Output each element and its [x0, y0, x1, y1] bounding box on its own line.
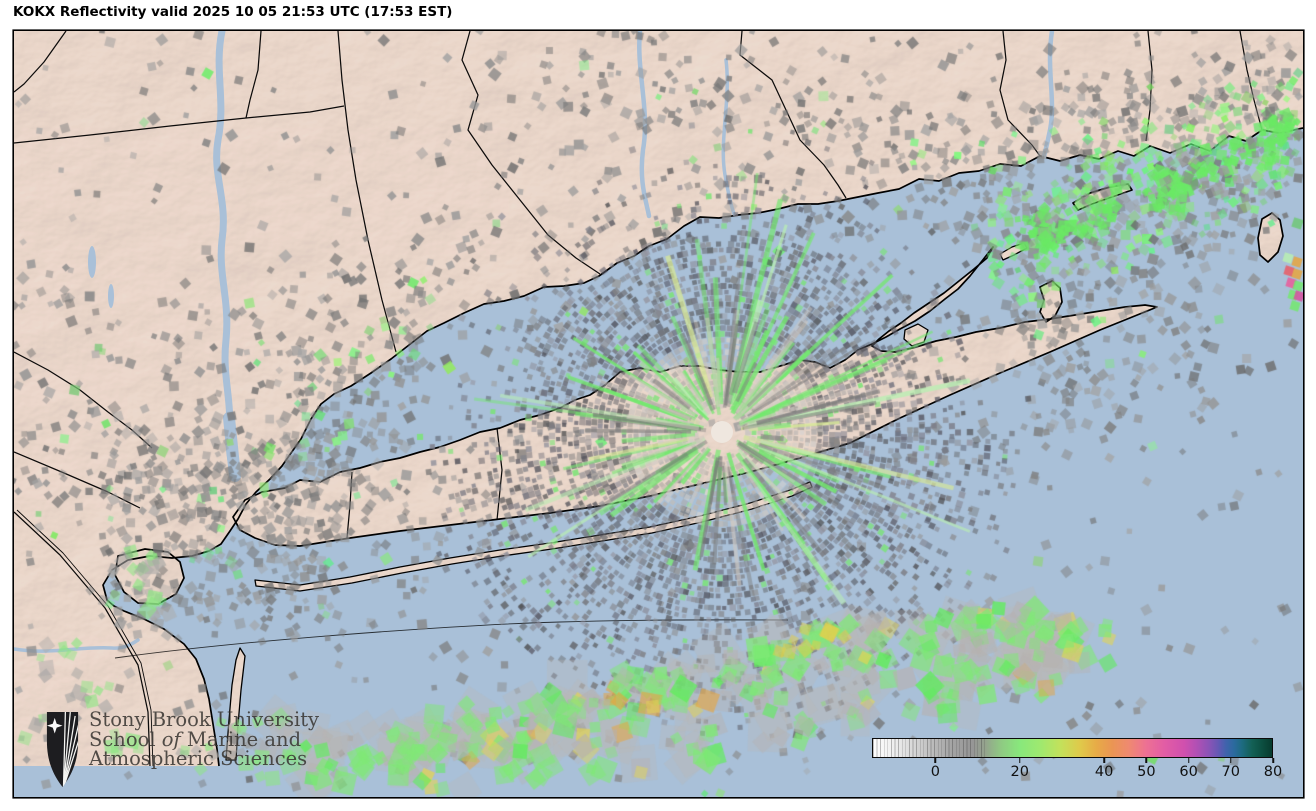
logo-text: Stony Brook University School of Marine … [89, 710, 319, 769]
colorbar-gradient [872, 738, 1273, 758]
sbu-logo: Stony Brook University School of Marine … [44, 710, 319, 790]
shield-star [46, 717, 63, 734]
page-title: KOKX Reflectivity valid 2025 10 05 21:53… [13, 4, 453, 20]
colorbar-tick-label: 20 [1010, 764, 1029, 780]
shield-rays [62, 712, 79, 787]
colorbar-tick [1230, 758, 1232, 763]
logo-line3: Atmospheric Sciences [89, 747, 308, 770]
colorbar-tick-label: 80 [1263, 764, 1283, 780]
colorbar-step-lines [873, 739, 985, 757]
logo-line1: Stony Brook University [89, 708, 320, 731]
colorbar-tick [1272, 758, 1274, 763]
colorbar-tick [1187, 758, 1190, 763]
colorbar-tick-label: 50 [1137, 764, 1156, 780]
reflectivity-colorbar: 0 20 40 50 60 70 80 [872, 738, 1282, 780]
colorbar-tick-label: 0 [930, 764, 940, 780]
radar-echo-layer [14, 31, 1303, 797]
colorbar-tick [1103, 758, 1105, 763]
sbu-shield-icon [46, 712, 79, 787]
colorbar-tick-label: 60 [1179, 764, 1198, 780]
colorbar-tick [1145, 758, 1148, 763]
colorbar-tick-label: 70 [1221, 764, 1240, 780]
logo-line2: School of Marine and [89, 727, 302, 751]
radar-map: Stony Brook University School of Marine … [14, 31, 1303, 797]
colorbar-tick [934, 758, 937, 763]
colorbar-tick [1018, 758, 1021, 763]
radar-site-marker [711, 421, 733, 443]
colorbar-tick-label: 40 [1094, 764, 1114, 780]
